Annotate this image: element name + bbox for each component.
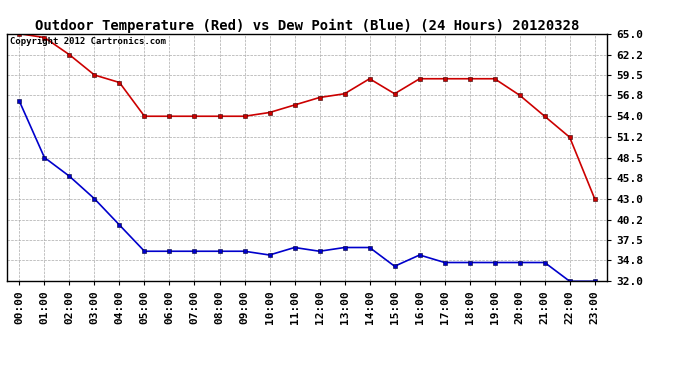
Text: Copyright 2012 Cartronics.com: Copyright 2012 Cartronics.com <box>10 38 166 46</box>
Title: Outdoor Temperature (Red) vs Dew Point (Blue) (24 Hours) 20120328: Outdoor Temperature (Red) vs Dew Point (… <box>35 18 579 33</box>
